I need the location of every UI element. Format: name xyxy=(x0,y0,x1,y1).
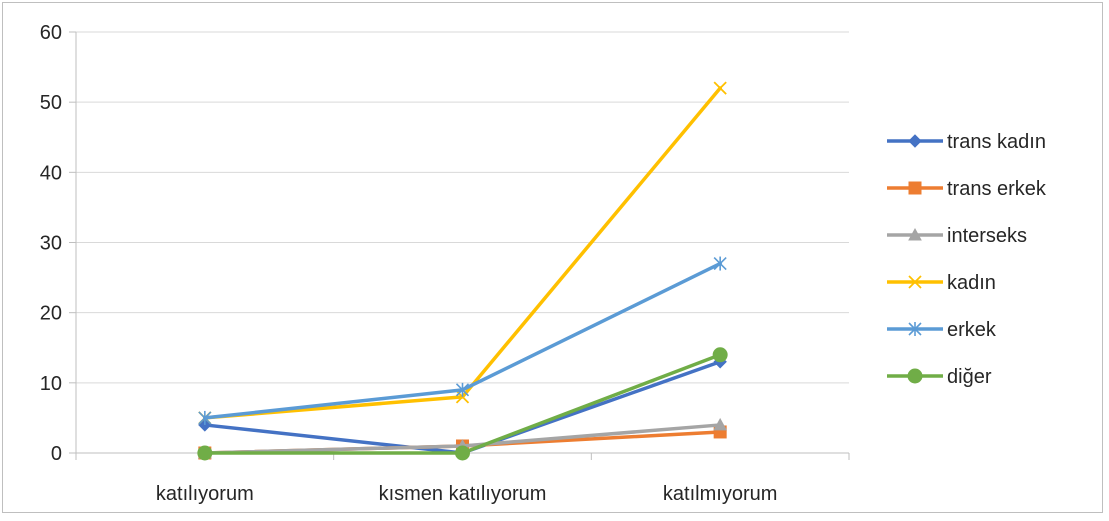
y-tick-label: 60 xyxy=(40,22,62,44)
legend-label: erkek xyxy=(947,319,997,341)
y-tick-label: 30 xyxy=(40,233,62,255)
legend-marker xyxy=(907,368,923,384)
legend-marker xyxy=(908,181,922,195)
data-point xyxy=(455,445,470,461)
x-tick-label: katılıyorum xyxy=(156,483,254,505)
series-3 xyxy=(198,81,727,425)
data-point xyxy=(713,81,727,95)
y-tick-label: 0 xyxy=(51,443,62,465)
legend-entry: trans erkek xyxy=(887,178,1047,200)
data-point xyxy=(198,410,212,425)
series-line xyxy=(203,353,722,455)
y-tick-label: 20 xyxy=(40,303,62,325)
chart-frame xyxy=(2,2,1103,513)
data-point xyxy=(712,347,728,363)
series-group xyxy=(197,81,728,461)
series-4 xyxy=(198,256,727,425)
data-point xyxy=(713,256,727,271)
series-5 xyxy=(197,347,728,461)
legend-label: trans erkek xyxy=(947,178,1047,200)
x-tick-labels: katılıyorum kısmen katılıyorum katılmıyoru… xyxy=(156,483,777,505)
legend-label: interseks xyxy=(947,225,1027,247)
legend-entry: kadın xyxy=(887,272,996,294)
legend-entry: diğer xyxy=(887,366,992,388)
data-point xyxy=(197,445,213,461)
gridlines xyxy=(76,31,849,384)
legend-marker xyxy=(908,275,922,289)
x-tick-label: kısmen katılıyorum xyxy=(379,483,547,505)
legend-marker xyxy=(908,322,922,336)
legend-marker xyxy=(908,134,922,148)
data-point xyxy=(455,382,470,397)
legend-entry: interseks xyxy=(887,225,1027,247)
legend-entry: erkek xyxy=(887,319,997,341)
legend-label: kadın xyxy=(947,272,996,294)
x-tick-label: katılmıyorum xyxy=(663,483,777,505)
y-tick-label: 40 xyxy=(40,162,62,184)
legend-marker xyxy=(908,227,922,241)
data-point xyxy=(713,417,728,431)
legend-entry: trans kadın xyxy=(887,131,1046,153)
y-tick-label: 50 xyxy=(40,92,62,114)
series-line xyxy=(203,86,722,420)
y-tick-labels: 0 10 20 30 40 50 60 xyxy=(40,22,62,465)
legend-label: trans kadın xyxy=(947,131,1046,153)
legend: trans kadın trans erkek interseks kadın erke… xyxy=(887,131,1047,388)
y-tick-label: 10 xyxy=(40,373,62,395)
legend-label: diğer xyxy=(947,366,992,388)
